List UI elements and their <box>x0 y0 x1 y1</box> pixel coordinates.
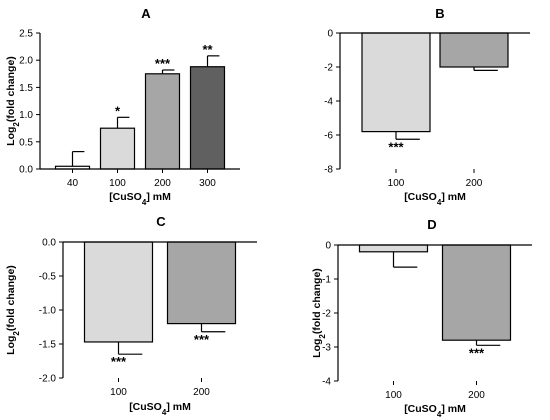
x-tick-label: 200 <box>154 178 171 189</box>
x-axis-label: [CuSO4] mM <box>404 403 466 419</box>
chart-panel-a: A 40 * 100 *** 200 ** 300 0.0 0.5 1.0 1.5 2.0 2.5 [CuS… <box>5 6 240 207</box>
y-tick-label: -2 <box>322 309 331 320</box>
y-tick-label: -2.0 <box>39 374 57 385</box>
y-tick-label: -1 <box>322 275 331 286</box>
y-tick-label: -4 <box>322 377 331 388</box>
significance-label: * <box>115 103 121 118</box>
bar-200 <box>441 244 512 341</box>
bar-200 <box>439 32 509 68</box>
y-tick-label: 2.5 <box>19 29 33 40</box>
bar-200 <box>144 73 181 170</box>
bar-300 <box>189 66 226 170</box>
y-tick-label: 0.0 <box>19 165 33 176</box>
y-axis-label: Log2(fold change) <box>311 268 327 358</box>
x-tick-label: 200 <box>466 178 483 189</box>
x-tick-label: 100 <box>388 178 405 189</box>
y-axis-label: Log2(fold change) <box>5 56 21 146</box>
bar-100 <box>83 241 154 343</box>
chart-panel-c: C *** 100 *** 200 -2.0 -1.5 -1.0 -0.5 0.0 [CuSO4] … <box>5 214 257 417</box>
x-tick-label: 40 <box>67 178 79 189</box>
panel-letter: A <box>141 6 151 21</box>
x-tick-label: 200 <box>468 390 485 401</box>
x-axis-label: [CuSO4] mM <box>109 191 171 207</box>
bar-200 <box>166 241 237 325</box>
significance-label: *** <box>111 354 127 369</box>
x-tick-label: 100 <box>110 387 127 398</box>
x-tick-label: 100 <box>385 390 402 401</box>
y-tick-label: 1.0 <box>19 110 33 121</box>
y-tick-label: 2.0 <box>19 56 33 67</box>
significance-label: ** <box>202 42 213 57</box>
panel-letter: C <box>156 214 166 229</box>
y-tick-label: -1.5 <box>39 340 57 351</box>
y-tick-label: 0.0 <box>42 238 56 249</box>
y-tick-label: -6 <box>324 131 333 142</box>
y-tick-label: -3 <box>322 343 331 354</box>
significance-label: *** <box>469 345 485 360</box>
y-tick-label: -2 <box>324 63 333 74</box>
y-tick-label: 0.5 <box>19 137 33 148</box>
y-axis-label: Log2(fold change) <box>5 265 21 355</box>
bar-100 <box>361 32 431 133</box>
panel-letter: B <box>435 6 444 21</box>
y-tick-label: -4 <box>324 97 333 108</box>
y-tick-label: -8 <box>324 165 333 176</box>
bar-100 <box>358 244 429 253</box>
y-tick-label: 1.5 <box>19 83 33 94</box>
y-tick-label: 0 <box>325 241 331 252</box>
significance-label: *** <box>194 332 210 347</box>
significance-label: *** <box>388 139 404 154</box>
chart-panel-d: D 100 *** 200 -4 -3 -2 -1 0 [CuSO4] mM Log2(fold c… <box>311 217 532 419</box>
y-tick-label: -0.5 <box>39 272 57 283</box>
x-tick-label: 200 <box>193 387 210 398</box>
x-axis-label: [CuSO4] mM <box>404 191 466 207</box>
x-axis-label: [CuSO4] mM <box>129 401 191 417</box>
y-tick-label: -1.0 <box>39 306 57 317</box>
chart-panel-b: B *** 100 200 -8 -6 -4 -2 0 [CuSO4] mM <box>324 6 530 207</box>
significance-label: *** <box>155 56 171 71</box>
x-tick-label: 300 <box>199 178 216 189</box>
bar-100 <box>99 127 136 170</box>
y-tick-label: 0 <box>327 29 333 40</box>
panel-letter: D <box>427 217 436 232</box>
x-tick-label: 100 <box>109 178 126 189</box>
